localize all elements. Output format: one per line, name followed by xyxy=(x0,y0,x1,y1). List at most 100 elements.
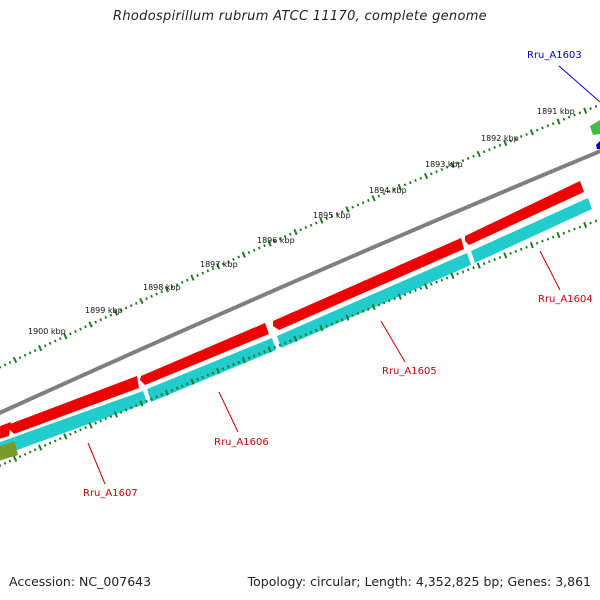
scale-minor-tick xyxy=(273,345,277,349)
scale-minor-tick xyxy=(278,343,282,347)
scale-label: 1896 kbp xyxy=(257,236,295,245)
scale-minor-tick xyxy=(196,273,199,277)
scale-minor-tick xyxy=(551,235,555,239)
scale-minor-tick xyxy=(482,150,486,154)
scale-minor-tick xyxy=(185,382,189,386)
scale-major-tick xyxy=(397,293,402,300)
callout-line xyxy=(558,65,600,103)
scale-minor-tick xyxy=(330,214,334,218)
scale-minor-tick xyxy=(356,311,360,315)
scale-minor-tick xyxy=(541,126,544,130)
scale-minor-tick xyxy=(79,327,82,331)
scale-minor-tick xyxy=(211,371,215,375)
scale-minor-tick xyxy=(488,260,491,264)
scale-minor-tick xyxy=(429,172,433,176)
scale-major-tick xyxy=(529,242,534,249)
scale-minor-tick xyxy=(493,257,496,262)
gene-label[interactable]: Rru_A1607 xyxy=(83,488,138,499)
scale-minor-tick xyxy=(23,353,27,357)
gene-label[interactable]: Rru_A1603 xyxy=(527,50,582,61)
scale-minor-tick xyxy=(104,417,108,421)
scale-minor-tick xyxy=(562,117,566,121)
scale-minor-tick xyxy=(519,247,523,251)
scale-minor-tick xyxy=(472,266,475,270)
scale-minor-tick xyxy=(567,229,571,233)
scale-minor-tick xyxy=(435,170,438,174)
callout-line xyxy=(539,250,561,291)
scale-minor-tick xyxy=(3,461,7,465)
scale-minor-tick xyxy=(288,232,292,236)
scale-minor-tick xyxy=(382,192,386,196)
scale-minor-tick xyxy=(53,339,57,343)
scale-minor-tick xyxy=(393,297,396,301)
scale-minor-tick xyxy=(541,239,544,243)
gene-label[interactable]: Rru_A1606 xyxy=(214,437,269,448)
gene-feature-olive[interactable] xyxy=(0,441,18,462)
gene-feature-green[interactable] xyxy=(590,120,600,135)
scale-label: 1895 kbp xyxy=(313,211,351,220)
scale-major-tick xyxy=(371,303,376,311)
scale-minor-tick xyxy=(227,365,230,369)
scale-label: 1892 kbp xyxy=(481,134,519,143)
scale-minor-tick xyxy=(18,455,22,459)
scale-minor-tick xyxy=(377,303,381,307)
scale-major-tick xyxy=(319,217,324,224)
cds-arrow[interactable] xyxy=(273,238,464,330)
scale-minor-tick xyxy=(498,255,502,259)
scale-minor-tick xyxy=(589,221,592,225)
scale-minor-tick xyxy=(124,408,128,412)
scale-minor-tick xyxy=(155,292,159,296)
cds-arrow[interactable] xyxy=(140,323,269,385)
scale-minor-tick xyxy=(33,348,37,353)
cds-arrow[interactable] xyxy=(465,181,584,245)
gene-feature-blue[interactable] xyxy=(596,141,600,149)
scale-minor-tick xyxy=(351,313,355,318)
scale-minor-tick xyxy=(304,332,308,337)
scale-minor-tick xyxy=(69,332,72,336)
cds-block[interactable] xyxy=(277,253,471,348)
scale-minor-tick xyxy=(43,344,47,348)
scale-minor-tick xyxy=(387,299,391,303)
scale-minor-tick xyxy=(0,464,2,467)
scale-minor-tick xyxy=(175,283,179,287)
scale-minor-tick xyxy=(252,354,256,358)
scale-major-tick xyxy=(503,252,508,259)
scale-major-tick xyxy=(267,346,272,353)
scale-minor-tick xyxy=(472,154,475,158)
scale-minor-tick xyxy=(175,386,179,390)
scale-minor-tick xyxy=(221,367,225,371)
scale-minor-tick xyxy=(445,165,449,169)
scale-label: 1900 kbp xyxy=(28,327,66,336)
scale-minor-tick xyxy=(414,178,417,182)
scale-minor-tick xyxy=(361,201,365,205)
cds-cyan-track xyxy=(0,198,592,455)
scale-minor-tick xyxy=(33,448,37,452)
scale-minor-tick xyxy=(589,107,592,111)
scale-major-tick xyxy=(113,411,119,418)
callout-line xyxy=(218,391,239,433)
cds-arrow[interactable] xyxy=(0,422,11,440)
scale-minor-tick xyxy=(546,124,550,128)
scale-minor-tick xyxy=(514,137,518,141)
scale-major-tick xyxy=(63,333,68,340)
gene-label[interactable]: Rru_A1605 xyxy=(382,366,437,377)
scale-minor-tick xyxy=(170,285,174,289)
scale-minor-tick xyxy=(237,360,240,364)
cds-block[interactable] xyxy=(471,198,592,263)
scale-minor-tick xyxy=(519,135,523,139)
scale-minor-tick xyxy=(247,250,251,254)
scale-minor-tick xyxy=(84,426,87,430)
scale-minor-tick xyxy=(263,350,266,354)
scale-minor-tick xyxy=(124,306,128,310)
scale-minor-tick xyxy=(237,255,241,259)
cds-arrow[interactable] xyxy=(10,376,139,434)
scale-minor-tick xyxy=(325,216,329,220)
scale-minor-tick xyxy=(377,194,381,198)
cds-block[interactable] xyxy=(147,338,276,402)
scale-major-tick xyxy=(293,228,298,236)
cds-block[interactable] xyxy=(14,391,147,450)
scale-major-tick xyxy=(12,356,18,364)
scale-major-tick xyxy=(37,344,43,352)
scale-major-tick xyxy=(450,272,455,280)
gene-label[interactable]: Rru_A1604 xyxy=(538,294,593,305)
